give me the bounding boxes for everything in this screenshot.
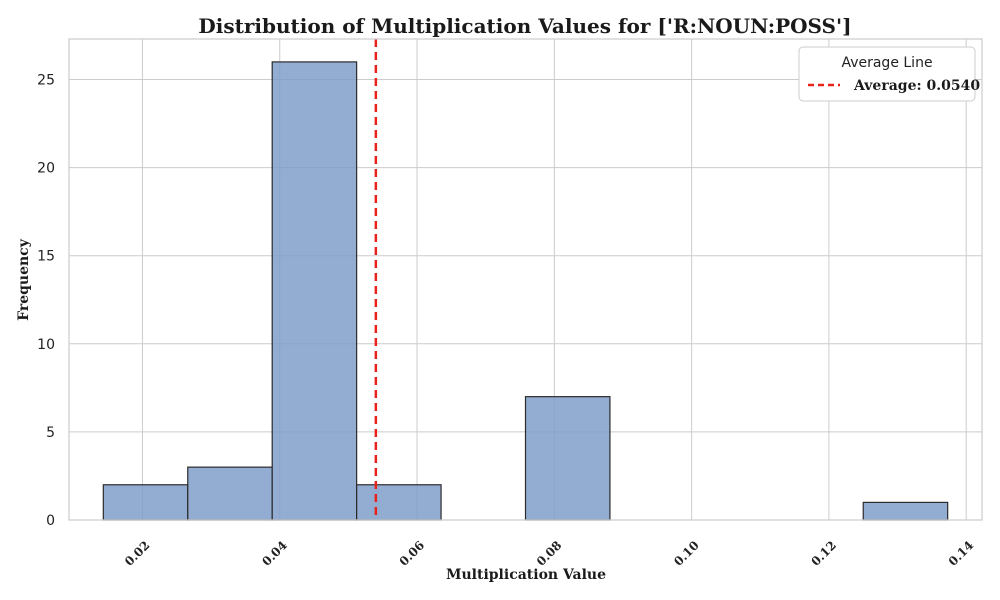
histogram-bar xyxy=(187,466,273,521)
legend: Average Line Average: 0.0540 xyxy=(798,46,980,102)
legend-title: Average Line xyxy=(841,55,932,71)
histogram-bar xyxy=(271,61,358,521)
bars xyxy=(102,61,949,521)
plot-frame xyxy=(68,38,983,521)
histogram-bar xyxy=(862,501,949,521)
y-axis-label: Frequency xyxy=(16,238,32,321)
x-tick-label: 0.12 xyxy=(808,538,839,569)
y-tick-label: 0 xyxy=(46,513,55,529)
histogram-bar xyxy=(102,484,189,521)
y-tick-label: 5 xyxy=(46,425,55,441)
legend-average-label: Average: 0.0540 xyxy=(853,78,980,94)
chart-title: Distribution of Multiplication Values fo… xyxy=(198,14,851,38)
x-tick-label: 0.06 xyxy=(397,538,428,569)
x-tick-label: 0.14 xyxy=(946,538,977,569)
y-tick-label: 20 xyxy=(37,161,55,177)
y-tick-label: 25 xyxy=(37,73,55,89)
x-tick-label: 0.02 xyxy=(122,538,153,569)
y-tick-label: 10 xyxy=(37,337,55,353)
legend-box xyxy=(798,46,976,102)
x-tick-label: 0.08 xyxy=(534,538,565,569)
x-tick-label: 0.10 xyxy=(671,538,702,569)
x-tick-label: 0.04 xyxy=(259,538,290,569)
y-tick-label: 15 xyxy=(37,249,55,265)
axes: 0 5 10 15 20 25 0.02 0.04 0.06 0.08 0.10 0.12 0.14 xyxy=(37,38,983,569)
histogram-bar xyxy=(524,396,611,521)
x-axis-label: Multiplication Value xyxy=(446,567,606,583)
histogram-bar xyxy=(356,484,442,521)
